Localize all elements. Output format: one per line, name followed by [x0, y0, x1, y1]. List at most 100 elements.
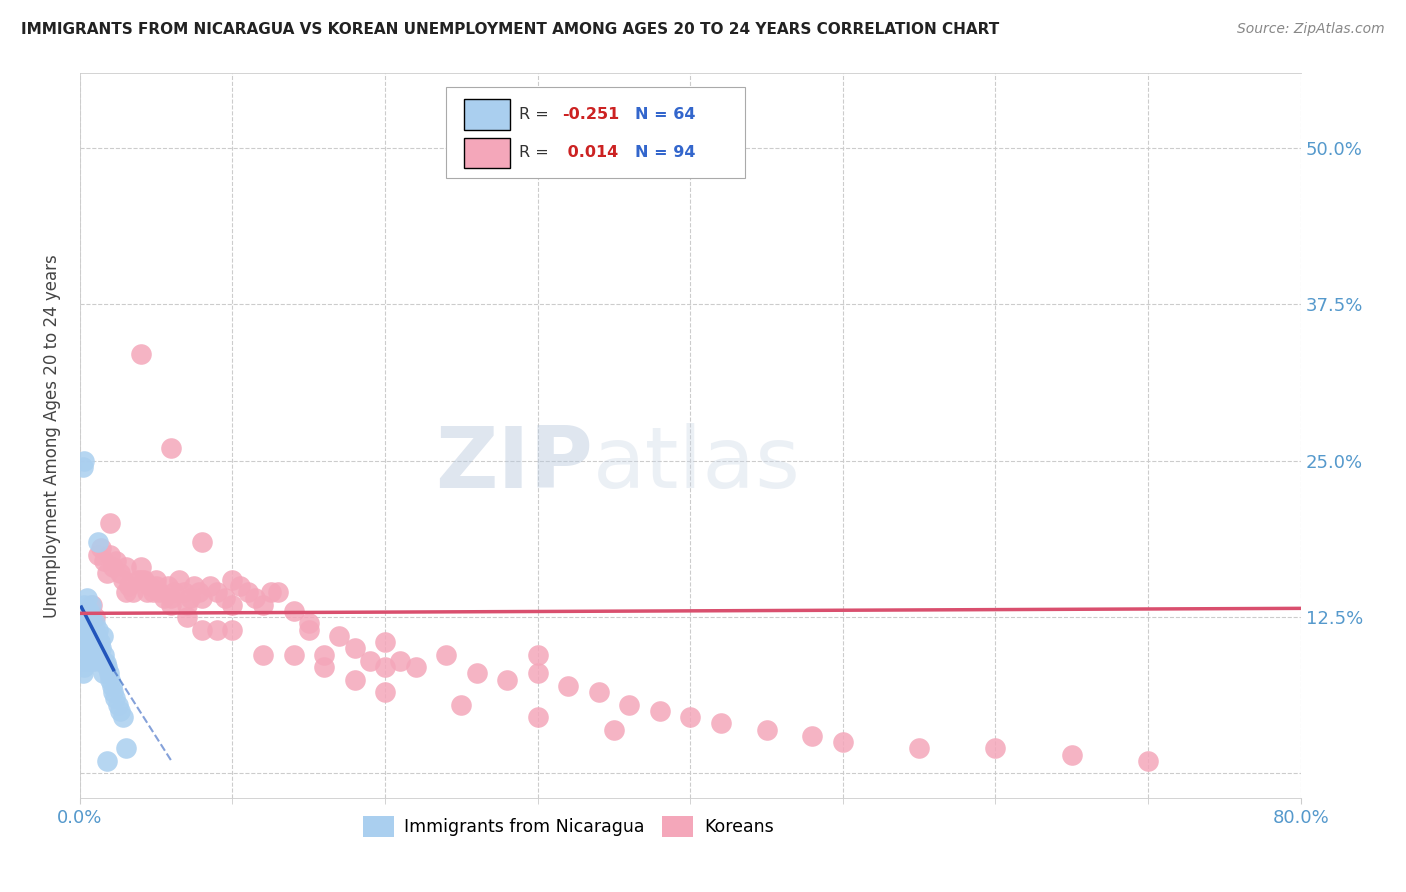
Point [163, 585, 186, 599]
Point [70, 654, 93, 668]
Point [107, 698, 129, 712]
Point [72, 666, 94, 681]
Y-axis label: Unemployment Among Ages 20 to 24 years: Unemployment Among Ages 20 to 24 years [44, 254, 60, 617]
Point [73, 648, 96, 662]
Point [76, 635, 98, 649]
Point [72, 460, 94, 475]
Point [908, 741, 931, 756]
Point [205, 623, 228, 637]
Point [87, 623, 110, 637]
Point [73, 610, 96, 624]
Point [298, 616, 321, 631]
Point [100, 673, 122, 687]
Point [198, 579, 221, 593]
Point [100, 548, 122, 562]
Point [557, 679, 579, 693]
Point [103, 685, 125, 699]
Point [312, 648, 335, 662]
Point [374, 685, 396, 699]
Point [72, 641, 94, 656]
Point [77, 648, 100, 662]
Point [526, 710, 548, 724]
Point [179, 591, 201, 606]
Point [359, 654, 381, 668]
Point [90, 541, 112, 556]
Point [76, 654, 98, 668]
Point [73, 598, 96, 612]
Point [83, 635, 105, 649]
Point [619, 698, 641, 712]
Point [831, 735, 853, 749]
Point [221, 623, 243, 637]
Point [283, 604, 305, 618]
FancyBboxPatch shape [464, 99, 509, 129]
Text: Source: ZipAtlas.com: Source: ZipAtlas.com [1237, 22, 1385, 37]
Point [73, 635, 96, 649]
Point [79, 598, 101, 612]
Point [465, 666, 488, 681]
Point [252, 648, 274, 662]
Point [100, 516, 122, 531]
Point [76, 623, 98, 637]
Point [77, 616, 100, 631]
Point [97, 666, 120, 681]
Point [96, 660, 118, 674]
Point [75, 604, 97, 618]
Point [75, 616, 97, 631]
Point [183, 579, 205, 593]
Point [72, 616, 94, 631]
Point [136, 585, 159, 599]
Point [73, 454, 96, 468]
Point [89, 635, 111, 649]
Point [96, 754, 118, 768]
Point [603, 723, 626, 737]
Point [450, 698, 472, 712]
Point [72, 604, 94, 618]
Point [176, 610, 198, 624]
Point [374, 635, 396, 649]
Point [236, 585, 259, 599]
Point [108, 704, 131, 718]
Point [160, 598, 183, 612]
Point [87, 641, 110, 656]
Point [245, 591, 267, 606]
Point [80, 616, 103, 631]
Point [96, 566, 118, 581]
Point [93, 554, 115, 568]
Point [648, 704, 671, 718]
Point [83, 623, 105, 637]
Point [298, 623, 321, 637]
Point [129, 560, 152, 574]
Text: N = 94: N = 94 [636, 145, 696, 161]
Point [118, 579, 141, 593]
Point [87, 535, 110, 549]
Point [93, 648, 115, 662]
Point [87, 548, 110, 562]
Point [75, 629, 97, 643]
Point [79, 648, 101, 662]
Point [84, 648, 107, 662]
Point [76, 591, 98, 606]
Point [127, 573, 149, 587]
Point [1137, 754, 1160, 768]
Point [148, 585, 170, 599]
Point [984, 741, 1007, 756]
Point [77, 629, 100, 643]
Point [328, 629, 350, 643]
Point [214, 591, 236, 606]
Point [84, 616, 107, 631]
Point [191, 623, 214, 637]
Text: N = 64: N = 64 [636, 107, 696, 122]
Point [114, 741, 136, 756]
Point [80, 629, 103, 643]
Point [160, 591, 183, 606]
Point [801, 729, 824, 743]
Point [101, 679, 124, 693]
Point [80, 598, 103, 612]
FancyBboxPatch shape [446, 87, 745, 178]
Point [142, 585, 165, 599]
Point [84, 629, 107, 643]
Point [160, 442, 183, 456]
Point [114, 585, 136, 599]
Point [94, 657, 117, 671]
